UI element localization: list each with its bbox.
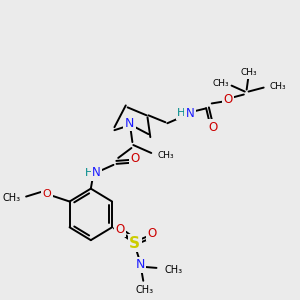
- Text: S: S: [129, 236, 140, 250]
- Text: CH₃: CH₃: [2, 193, 20, 202]
- Text: N: N: [186, 107, 194, 120]
- Text: H: H: [85, 168, 93, 178]
- Text: CH₃: CH₃: [269, 82, 286, 91]
- Text: CH₃: CH₃: [158, 152, 175, 160]
- Text: O: O: [115, 223, 124, 236]
- Text: CH₃: CH₃: [165, 265, 183, 275]
- Text: H: H: [177, 108, 186, 118]
- Text: O: O: [147, 227, 156, 240]
- Text: CH₃: CH₃: [240, 68, 257, 77]
- Text: CH₃: CH₃: [212, 79, 229, 88]
- Text: O: O: [208, 121, 217, 134]
- Text: CH₃: CH₃: [135, 285, 153, 295]
- Text: N: N: [125, 117, 134, 130]
- Text: N: N: [92, 166, 101, 179]
- Text: O: O: [43, 189, 51, 199]
- Text: O: O: [130, 152, 140, 165]
- Text: O: O: [223, 93, 232, 106]
- Text: N: N: [136, 258, 145, 272]
